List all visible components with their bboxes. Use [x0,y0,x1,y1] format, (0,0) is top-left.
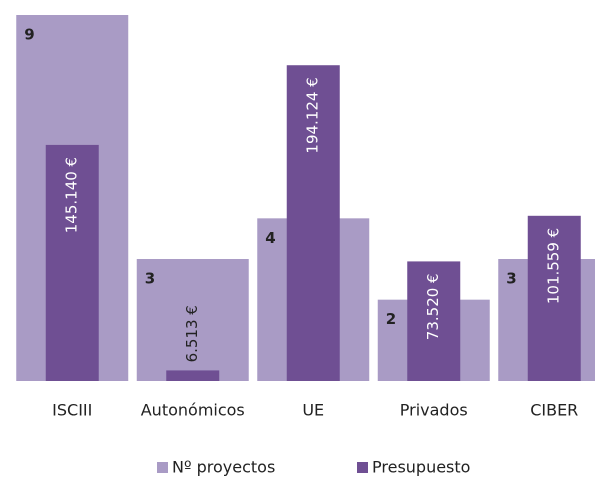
data-label: 6.513 € [183,305,201,362]
data-label: 3 [145,270,155,288]
data-label: 2 [386,310,396,328]
bar [286,65,340,381]
legend-label: Nº proyectos [172,458,275,477]
data-label: 9 [24,26,34,44]
data-label: 101.559 € [545,228,563,304]
data-label: 4 [265,229,275,247]
bar [407,261,461,381]
x-tick-label: ISCIII [52,401,92,420]
data-label: 145.140 € [63,157,81,233]
x-tick-label: UE [302,401,324,420]
data-label: 194.124 € [304,77,322,153]
bar [45,144,99,381]
x-tick-label: Autonómicos [141,401,245,420]
legend-swatch [357,462,368,473]
legend-swatch [157,462,168,473]
legend-label: Presupuesto [372,458,470,477]
data-label: 73.520 € [424,273,442,340]
x-tick-label: CIBER [530,401,578,420]
bar [166,370,220,381]
x-tick-label: Privados [400,401,468,420]
bar [527,215,581,381]
data-label: 3 [506,270,516,288]
bar [136,259,249,381]
